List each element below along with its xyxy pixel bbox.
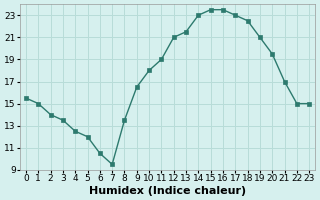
X-axis label: Humidex (Indice chaleur): Humidex (Indice chaleur) <box>89 186 246 196</box>
